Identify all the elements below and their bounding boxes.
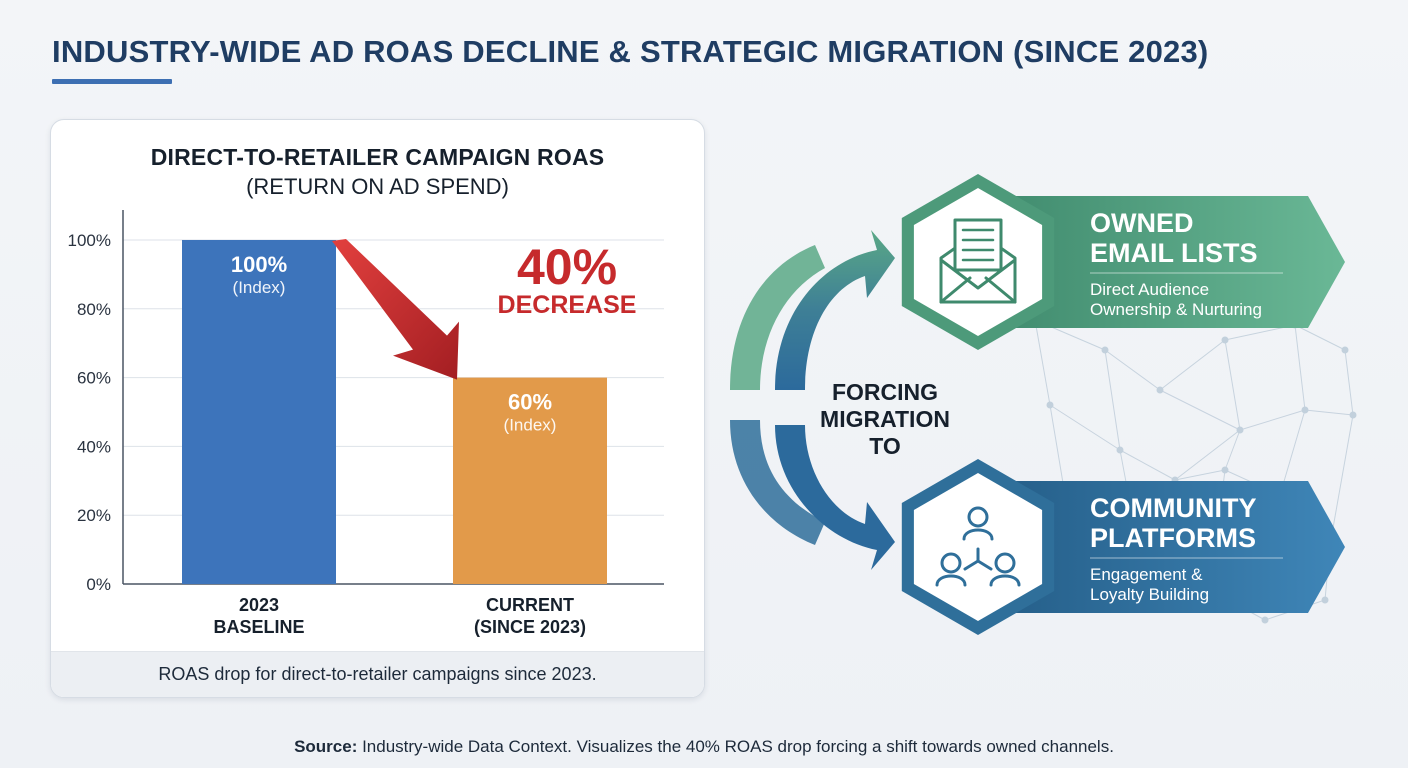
community-panel [985,481,1345,613]
hexagon-face [913,473,1043,621]
envelope-icon [939,218,1017,304]
network-link [1329,414,1354,546]
x-category-label: BASELINE [213,617,304,637]
network-node [1101,346,1109,354]
y-tick-label: 20% [77,506,111,525]
migration-center-text: FORCING [832,379,938,405]
bar-value-label: 60% [508,390,552,415]
roas-bar-chart: 0%20%40%60%80%100%100%(Index)2023BASELIN… [68,210,664,637]
network-node [1156,386,1164,394]
network-node [1236,426,1244,434]
email-panel [985,196,1345,328]
network-link [1294,324,1306,411]
network-link [1239,409,1306,431]
y-tick-label: 60% [77,369,111,388]
network-node [1349,411,1357,419]
person-body [989,574,1021,587]
person-head [967,506,989,528]
person-body [962,528,994,541]
network-link [1159,339,1226,391]
network-node [1341,346,1349,354]
envelope-flap [939,258,1017,304]
network-link [1034,319,1051,406]
network-link [1279,409,1306,496]
channel-description: Engagement & [1090,565,1203,584]
channel-description: Loyalty Building [1090,585,1209,604]
y-tick-label: 0% [86,575,111,594]
network-link [1104,349,1121,451]
network-link [1224,429,1241,471]
channel-title: OWNED [1090,208,1194,238]
person-head [994,552,1016,574]
network-link [1174,429,1241,481]
bar [182,240,336,584]
decrease-arrow [332,239,459,380]
bar [453,377,607,584]
network-link [1344,349,1354,416]
bar-value-label: 100% [231,252,287,277]
source-line: Source: Industry-wide Data Context. Visu… [0,737,1408,757]
chart-card: DIRECT-TO-RETAILER CAMPAIGN ROAS (RETURN… [50,119,705,698]
x-category-label: CURRENT [486,595,574,615]
envelope-letter [953,218,1003,272]
migration-center-text: TO [869,433,901,459]
upper-migration-arrow [775,230,895,390]
network-link [1294,324,1346,351]
channel-title: EMAIL LISTS [1090,238,1258,268]
lower-arc-band [730,420,825,545]
bar-note-label: (Index) [233,278,286,297]
y-tick-label: 80% [77,300,111,319]
network-link [1049,404,1121,451]
chart-title: DIRECT-TO-RETAILER CAMPAIGN ROAS [150,144,605,170]
network-link [1104,349,1161,391]
title-underline [52,79,172,84]
lower-migration-arrow [775,425,895,570]
y-tick-label: 100% [68,231,111,250]
channel-title: PLATFORMS [1090,523,1256,553]
x-category-label: 2023 [239,595,279,615]
decrease-value: 40% [517,239,617,295]
network-link [1049,404,1066,496]
network-node [1261,616,1269,624]
migration-center-text: MIGRATION [820,406,950,432]
network-node [1221,466,1229,474]
network-node [1321,596,1329,604]
upper-arc-band [730,245,825,390]
source-text: Industry-wide Data Context. Visualizes t… [357,737,1114,756]
network-link [1159,389,1241,431]
y-tick-label: 40% [77,437,111,456]
x-category-label: (SINCE 2023) [474,617,586,637]
channel-title: COMMUNITY [1090,493,1256,523]
decrease-label: DECREASE [498,291,637,319]
network-node [1301,406,1309,414]
bar-note-label: (Index) [504,416,557,435]
page-title: INDUSTRY-WIDE AD ROAS DECLINE & STRATEGI… [52,34,1209,69]
network-node [1221,336,1229,344]
network-link [1304,409,1354,416]
person-body [935,574,967,587]
connector-lines [963,547,993,571]
channel-description: Ownership & Nurturing [1090,300,1262,319]
network-link [1119,449,1176,481]
network-node [1116,446,1124,454]
channel-description: Direct Audience [1090,280,1209,299]
chart-caption: ROAS drop for direct-to-retailer campaig… [51,651,704,697]
community-icon [935,506,1021,587]
chart-subtitle: (RETURN ON AD SPEND) [246,174,509,199]
network-node [1046,401,1054,409]
source-label: Source: [294,737,358,756]
network-link [1174,469,1226,481]
network-link [1224,339,1241,431]
person-head [940,552,962,574]
